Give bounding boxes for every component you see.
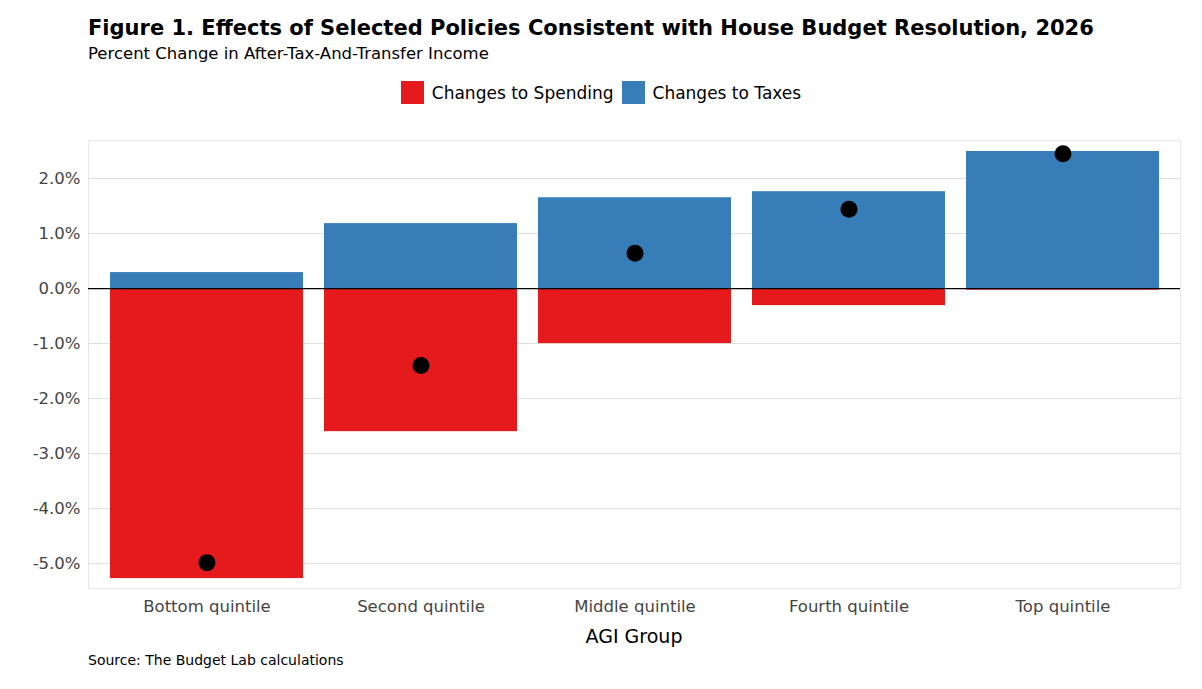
svg-text:-1.0%: -1.0% (33, 334, 81, 353)
svg-text:0.0%: 0.0% (39, 279, 81, 298)
svg-text:-3.0%: -3.0% (33, 444, 81, 463)
svg-text:Middle quintile: Middle quintile (574, 597, 696, 616)
html-text:Figure 1. Effects of Selected: Figure 1. Effects of Selected Policies C… (88, 16, 1094, 40)
html-text:Source: The Budget Lab calcula: Source: The Budget Lab calculations (88, 652, 344, 668)
html-text:Changes to Taxes: Changes to Taxes (652, 82, 802, 103)
svg-text:Top quintile: Top quintile (1015, 597, 1111, 616)
html-text:Changes to Spending: Changes to Spending (431, 82, 614, 103)
html-text:Percent Change in After-Tax-An: Percent Change in After-Tax-And-Transfer… (88, 44, 489, 63)
html-text:AGI Group: AGI Group (585, 625, 683, 647)
svg-text:-4.0%: -4.0% (33, 499, 81, 518)
svg-text:1.0%: 1.0% (39, 224, 81, 243)
svg-text:Fourth quintile: Fourth quintile (789, 597, 909, 616)
svg-text:Bottom quintile: Bottom quintile (143, 597, 271, 616)
svg-text:-2.0%: -2.0% (33, 389, 81, 408)
svg-text:Second quintile: Second quintile (357, 597, 485, 616)
svg-text:-5.0%: -5.0% (33, 554, 81, 573)
svg-text:2.0%: 2.0% (39, 169, 81, 188)
